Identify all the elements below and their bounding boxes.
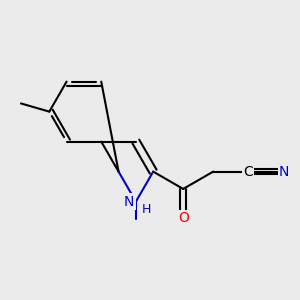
Text: C: C (243, 165, 253, 178)
Text: N: N (124, 195, 134, 208)
Text: N: N (279, 165, 290, 178)
Text: H: H (142, 202, 151, 216)
Text: O: O (178, 212, 189, 225)
